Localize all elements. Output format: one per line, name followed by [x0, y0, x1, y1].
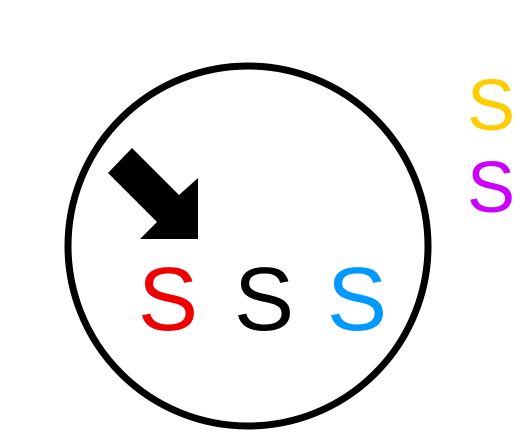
purple-s-letter: S — [467, 148, 515, 228]
arrow-down-right-icon — [108, 148, 198, 239]
blue-s-letter: S — [327, 250, 387, 350]
red-s-letter: S — [138, 250, 198, 350]
outline-circle — [64, 62, 432, 430]
black-s-letter: S — [234, 250, 294, 350]
yellow-s-letter: S — [467, 66, 515, 146]
